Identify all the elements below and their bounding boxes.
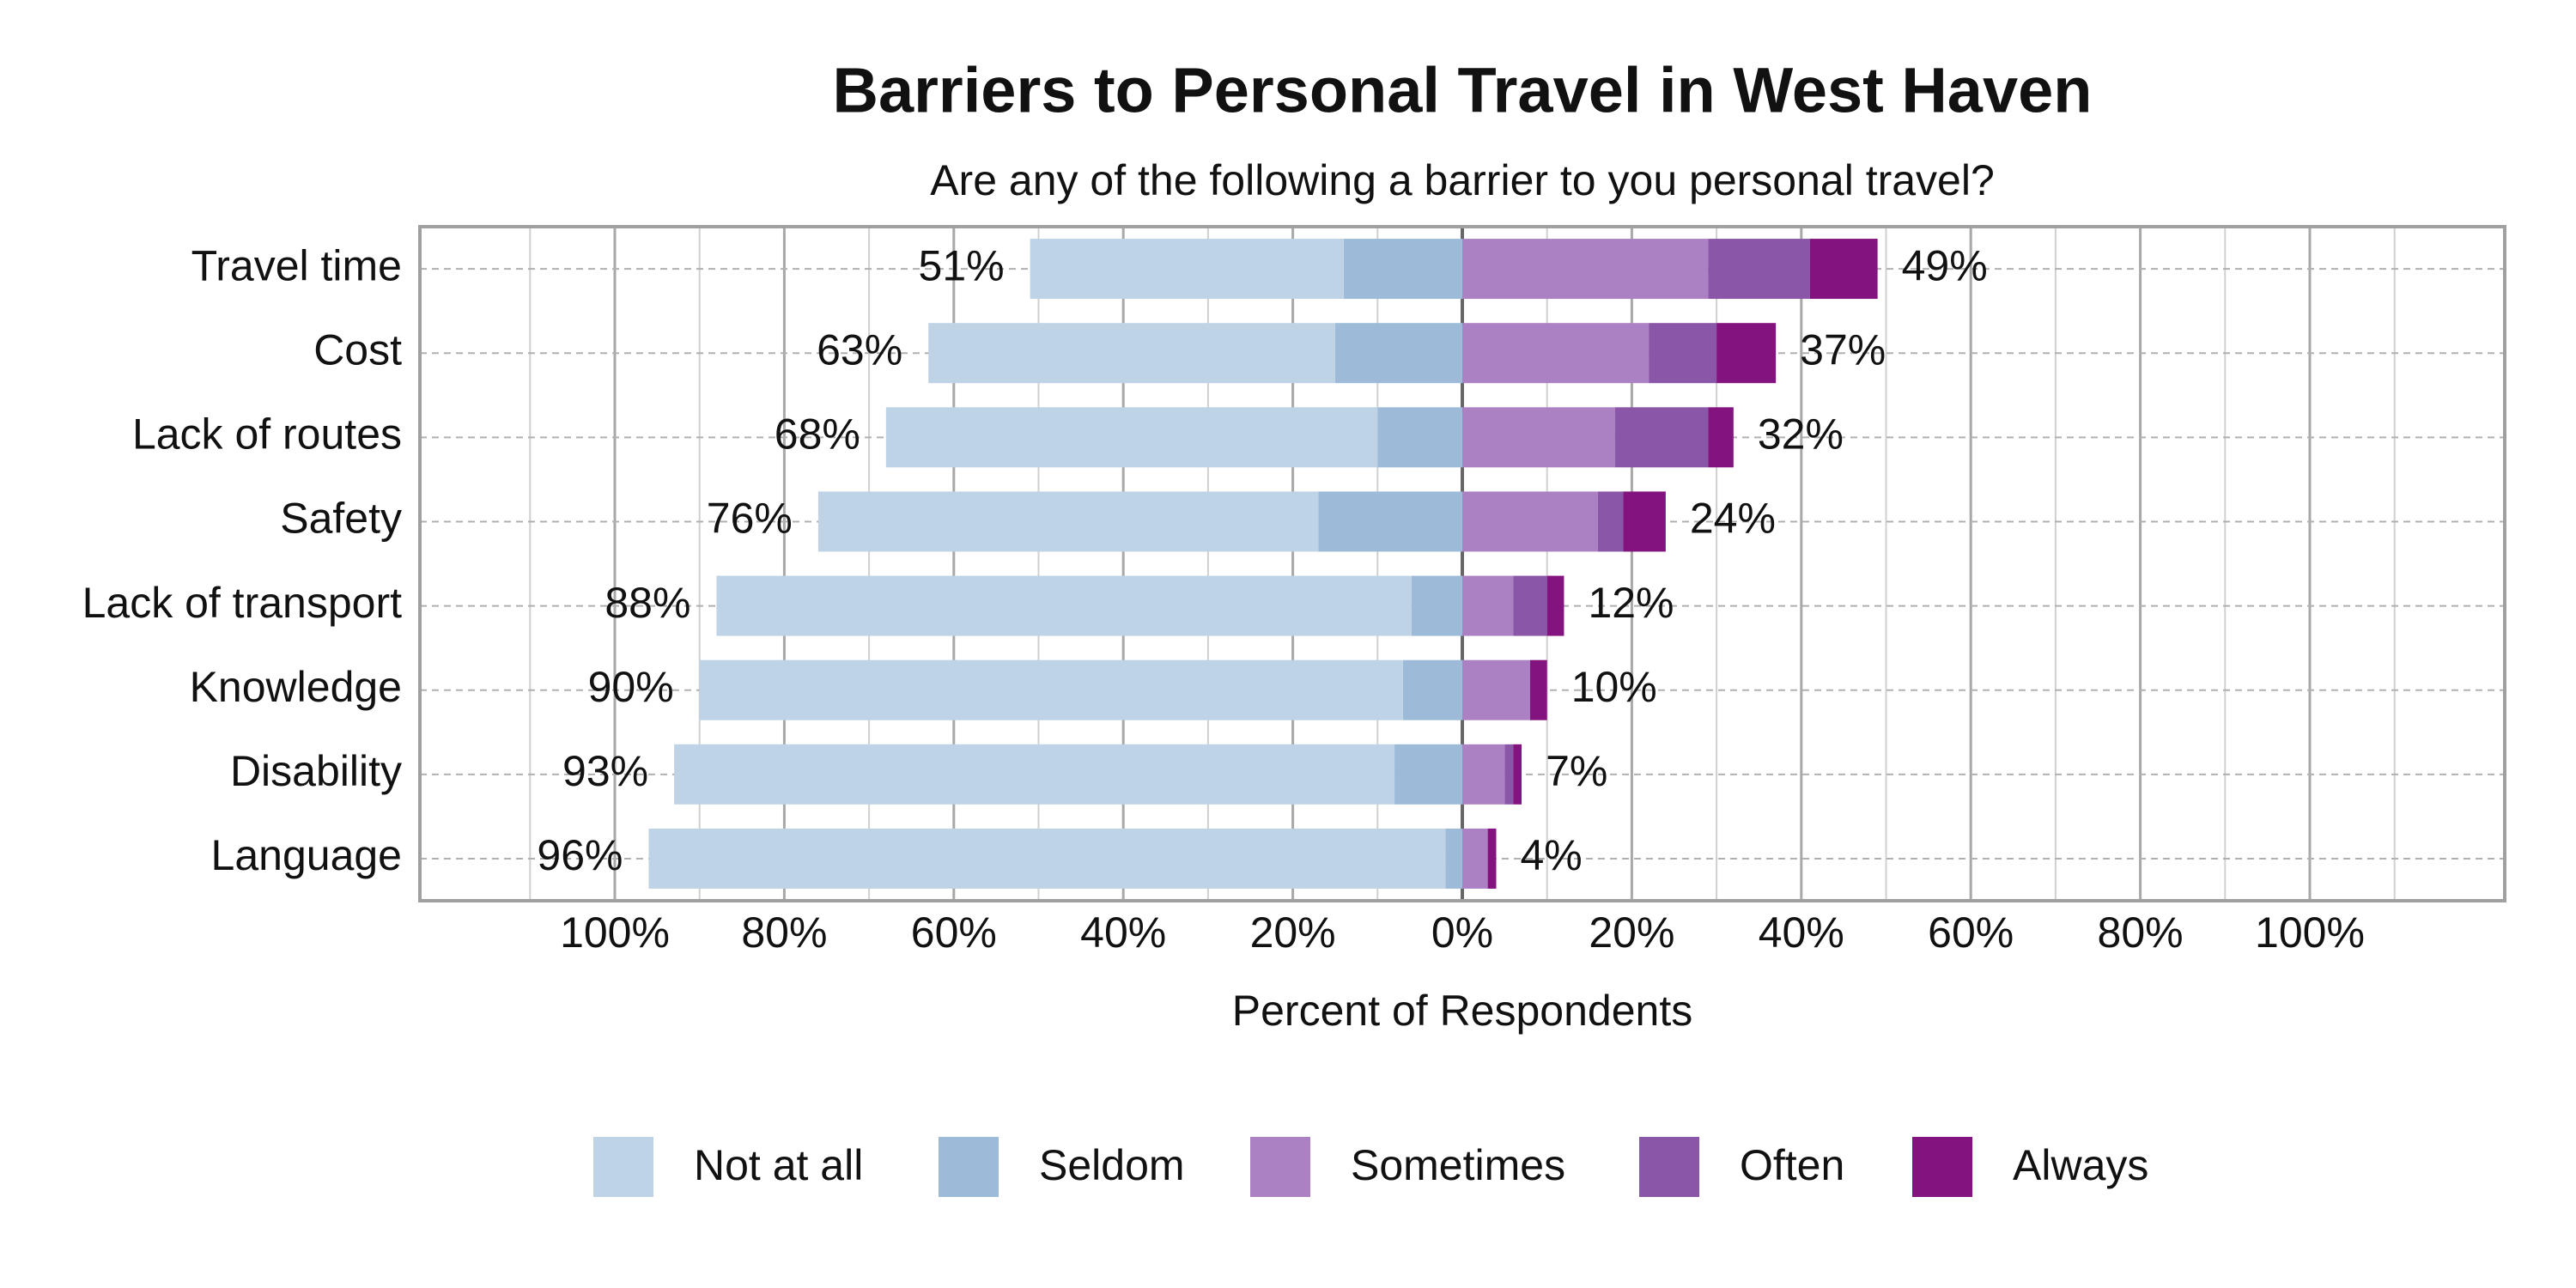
total-label: 7% [1546, 747, 1607, 795]
bar-segment [1394, 744, 1462, 805]
bar-segment [885, 407, 1378, 468]
bar-segment [1513, 744, 1522, 805]
legend-swatch [1639, 1137, 1699, 1197]
bar-segment [1343, 239, 1462, 300]
legend-label: Sometimes [1351, 1141, 1565, 1189]
x-tick-label: 40% [1080, 908, 1166, 957]
bar-segment [699, 659, 1403, 720]
bar-segment [1597, 491, 1624, 552]
total-label: 12% [1588, 579, 1674, 627]
total-label: 37% [1800, 325, 1886, 374]
x-tick-label: 40% [1759, 908, 1844, 957]
bar-segment [1614, 407, 1709, 468]
bar-segment [1030, 239, 1344, 300]
legend-swatch [939, 1137, 999, 1197]
bar-segment [1513, 575, 1547, 636]
total-label: 51% [919, 241, 1005, 289]
category-label: Travel time [191, 241, 402, 289]
category-label: Lack of routes [132, 410, 402, 459]
total-label: 63% [817, 325, 902, 374]
x-tick-label: 80% [2098, 908, 2184, 957]
bar-segment [1411, 575, 1462, 636]
x-tick-label: 0% [1431, 908, 1493, 957]
bar-segment [648, 828, 1446, 889]
total-label: 10% [1571, 663, 1657, 711]
bar-segment [716, 575, 1412, 636]
total-label: 68% [775, 410, 860, 459]
bar-segment [1445, 828, 1462, 889]
bar-segment [928, 323, 1335, 384]
total-label: 93% [562, 747, 648, 795]
bar-segment [1623, 491, 1666, 552]
bar-segment [1318, 491, 1462, 552]
category-label: Cost [313, 325, 402, 374]
total-label: 76% [707, 495, 793, 543]
bar-segment [1546, 575, 1564, 636]
legend-swatch [1250, 1137, 1310, 1197]
x-tick-label: 100% [560, 908, 670, 957]
bar-segment [1402, 659, 1462, 720]
bar-segment [1462, 491, 1598, 552]
total-label: 24% [1690, 495, 1776, 543]
bar-segment [1708, 407, 1734, 468]
legend-label: Not at all [694, 1141, 863, 1189]
category-label: Language [211, 831, 402, 879]
bar-segment [1504, 744, 1514, 805]
bar-segment [1462, 575, 1514, 636]
legend-swatch [593, 1137, 653, 1197]
legend-label: Often [1740, 1141, 1844, 1189]
bar-segment [1377, 407, 1462, 468]
bar-segment [1708, 239, 1810, 300]
legend-label: Seldom [1039, 1141, 1185, 1189]
total-label: 4% [1520, 831, 1582, 879]
category-label: Knowledge [190, 663, 402, 711]
bar-segment [1462, 659, 1530, 720]
category-label: Disability [230, 747, 402, 795]
bar-segment [1649, 323, 1717, 384]
bar-segment [817, 491, 1319, 552]
category-label: Safety [280, 495, 402, 543]
x-tick-label: 60% [1928, 908, 2014, 957]
x-tick-label: 80% [741, 908, 827, 957]
bar-segment [1809, 239, 1878, 300]
x-tick-label: 60% [911, 908, 997, 957]
bar-segment [1334, 323, 1462, 384]
plot-frame [418, 225, 2506, 902]
total-label: 49% [1902, 241, 1988, 289]
bar-segment [1487, 828, 1497, 889]
legend-label: Always [2013, 1141, 2148, 1189]
x-tick-label: 100% [2255, 908, 2365, 957]
bar-segment [1462, 407, 1615, 468]
x-axis-label: Percent of Respondents [1232, 987, 1692, 1035]
x-tick-label: 20% [1250, 908, 1336, 957]
chart-subtitle: Are any of the following a barrier to yo… [930, 156, 1995, 204]
bar-segment [1462, 828, 1488, 889]
chart-title: Barriers to Personal Travel in West Have… [833, 55, 2093, 126]
bar-segment [1529, 659, 1547, 720]
total-label: 88% [605, 579, 690, 627]
total-label: 96% [537, 831, 623, 879]
total-label: 32% [1758, 410, 1844, 459]
total-label: 90% [588, 663, 674, 711]
legend-swatch [1912, 1137, 1972, 1197]
category-label: Lack of transport [82, 579, 403, 627]
x-tick-label: 20% [1589, 908, 1674, 957]
bar-segment [1462, 744, 1505, 805]
bar-segment [674, 744, 1395, 805]
bar-segment [1716, 323, 1777, 384]
bar-segment [1462, 323, 1649, 384]
bar-segment [1462, 239, 1709, 300]
